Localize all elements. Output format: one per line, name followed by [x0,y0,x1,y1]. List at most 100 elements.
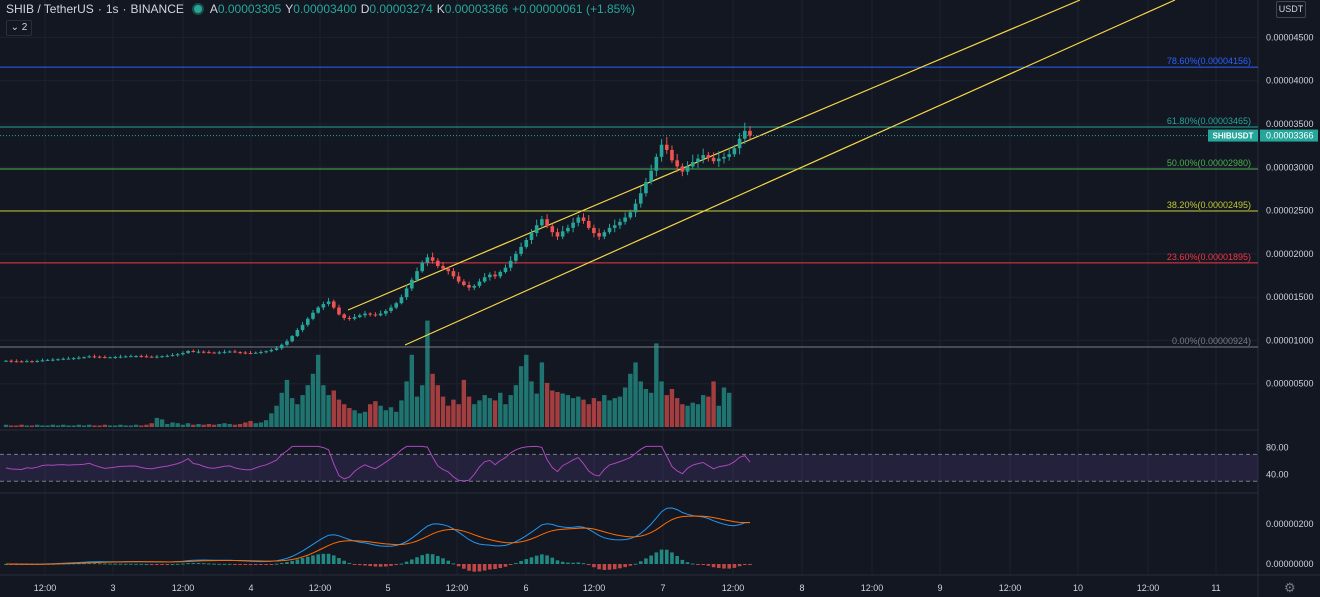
time-tick-label: 12:00 [583,583,606,593]
volume-bar [107,425,113,427]
rsi-tick-label: 80.00 [1266,443,1289,453]
macd-histogram-bar [576,562,581,564]
volume-bar [352,410,357,427]
macd-histogram-bar [503,564,508,567]
macd-histogram-bar [612,564,617,570]
candle-body [227,351,232,353]
macd-histogram-bar [540,554,544,564]
candle-body [623,217,627,222]
candle-body [300,324,305,331]
symbol-name[interactable]: SHIB / TetherUS [6,2,94,16]
currency-button[interactable]: USDT [1276,1,1306,18]
volume-bar [19,424,24,427]
candle-body [165,355,170,357]
price-axis[interactable]: 0.00004500 0.00004000 0.00003500 0.00003000… [1208,32,1318,569]
candle-body [290,336,294,342]
candle-body [326,301,331,305]
candle-body [373,314,378,316]
time-axis[interactable]: 12:00 3 12:00 4 12:00 5 12:00 6 12:00 7 12:00 8 12:0… [34,583,1221,593]
candle-body [404,288,409,298]
candle-body [540,219,544,226]
macd-histogram-bar [196,563,201,565]
candle-body [425,257,430,263]
candle-body [441,265,445,269]
candle-body [472,285,477,288]
volume-bar [560,393,565,427]
volume-bar [612,398,617,427]
macd-histogram-bar [378,564,383,567]
macd-histogram-bar [748,564,752,565]
volume-bar [617,396,623,427]
time-tick-label: 6 [523,583,528,593]
volume-bar [446,405,451,427]
macd-histogram-bar [560,561,565,564]
macd-histogram-bar [644,558,648,564]
macd-histogram-bar [186,563,190,565]
indicators-toggle-button[interactable]: ⌄ 2 [6,20,32,36]
candle-body [550,226,555,233]
macd-histogram-bar [295,559,300,564]
candle-body [357,315,362,318]
time-tick-label: 12:00 [34,583,57,593]
candle-body [420,262,425,272]
volume-bar [659,381,664,427]
volume-bar [35,424,40,427]
volume-bar [373,401,378,427]
macd-histogram-bar [586,564,591,566]
candle-body [217,352,222,354]
macd-histogram-bar [623,564,627,568]
macd-histogram-bar [149,564,154,565]
macd-histogram-bar [243,564,248,565]
candle-body [477,281,482,286]
rsi-pane [5,445,751,482]
macd-histogram-bar [696,564,700,565]
volume-bar [706,396,711,427]
candle-body [456,276,461,282]
price-candles [0,122,1258,363]
candle-body [654,156,659,171]
candle-body [368,313,372,315]
parallel-channel[interactable] [347,0,1176,346]
candle-body [581,217,586,221]
candle-body [316,307,320,313]
macd-histogram-bar [498,564,503,569]
volume-bar [201,424,206,427]
candle-body [592,227,596,234]
volume-bar [472,404,477,427]
candle-body [389,307,393,311]
candle-body [482,277,487,282]
macd-histogram-bar [259,564,263,565]
volume-bar [435,385,441,427]
time-tick-label: 12:00 [861,583,884,593]
price-tick-label: 0.00002000 [1266,249,1314,259]
candle-body [467,285,471,288]
macd-histogram-bar [227,563,232,565]
gear-icon[interactable]: ⚙ [1284,580,1296,595]
macd-histogram-bar [675,556,679,564]
symbol-header: SHIB / TetherUS · 1s · BINANCE A0.000033… [6,2,639,16]
candle-body [233,351,237,353]
macd-histogram-bar [347,562,352,564]
candle-body [331,301,336,308]
volume-bar [321,385,326,427]
open-value: 0.00003305 [217,2,282,16]
macd-histogram-bar [508,564,513,566]
time-tick-label: 7 [660,583,665,593]
candle-body [675,160,679,167]
candle-body [222,351,227,353]
volume-bar [284,379,290,427]
volume-bar [253,423,258,427]
close-label: K [436,2,445,16]
volume-bar [24,425,30,427]
volume-bar [544,382,550,427]
volume-bar [591,398,597,427]
candle-body [253,352,258,354]
fibonacci-retracement[interactable]: 78.60%(0.00004156) 61.80%(0.00003465) 50.0… [0,56,1258,348]
candle-body [97,356,102,358]
interval[interactable]: 1s [105,2,119,16]
candle-body [742,130,747,139]
candle-body [25,361,29,363]
candle-body [35,361,40,363]
